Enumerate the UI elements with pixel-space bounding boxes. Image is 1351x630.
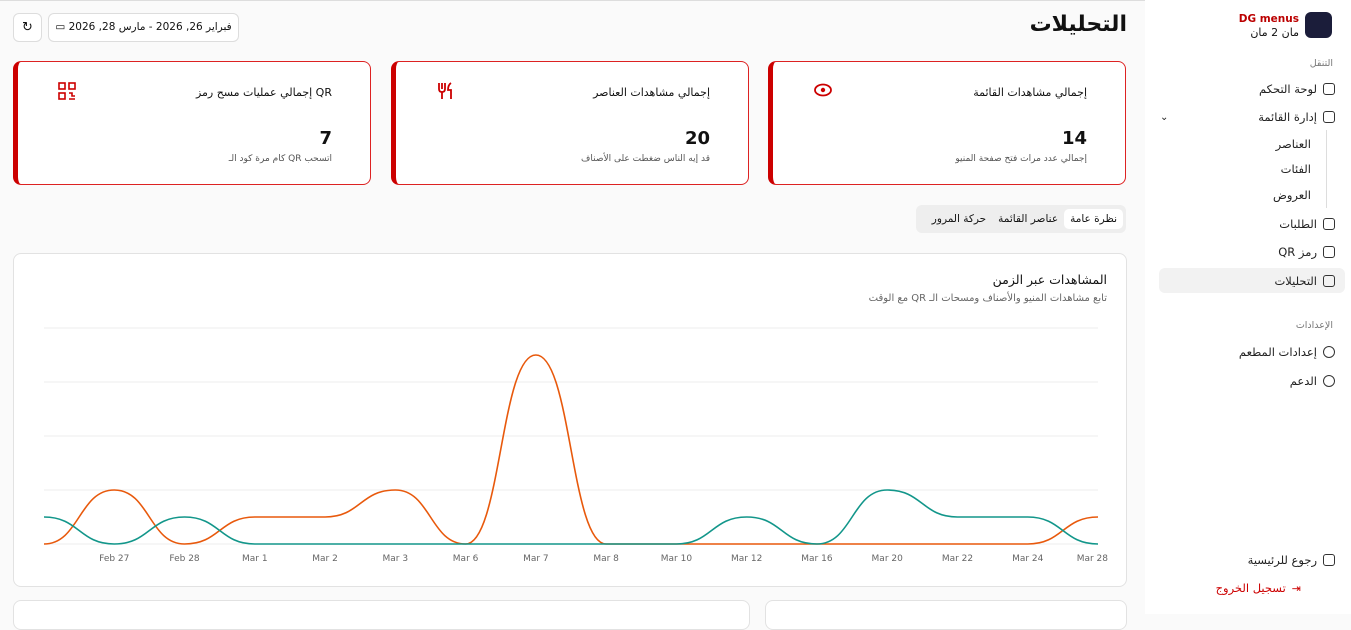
nav-label: التنقل: [1309, 58, 1333, 69]
nav-item[interactable]: إدارة القائمة ⌄: [1160, 110, 1335, 124]
x-tick-label: Mar 1: [242, 554, 268, 564]
card-title: إجمالي عمليات مسح رمز QR: [195, 86, 332, 99]
sub-nav-item[interactable]: العناصر: [1275, 137, 1311, 151]
brand-subtitle: مان 2 مان: [1250, 26, 1299, 39]
refresh-button[interactable]: ↻: [13, 13, 42, 42]
nav-item-active[interactable]: التحليلات: [1274, 274, 1335, 288]
nav-item[interactable]: إعدادات المطعم: [1239, 345, 1335, 359]
nav-item[interactable]: الطلبات: [1279, 217, 1335, 231]
logo: [1305, 12, 1332, 38]
brand: DG menus: [1238, 13, 1299, 25]
page-title: التحليلات: [1029, 12, 1127, 37]
x-tick-label: Mar 24: [1012, 554, 1044, 564]
x-tick-label: Mar 6: [453, 554, 479, 564]
series-line: [43, 489, 1099, 545]
chart: Feb 27 Feb 28 Mar 1 Mar 2 Mar 3 Mar 6 Mar 7 Mar…: [43, 327, 1109, 564]
x-tick-label: Mar 16: [801, 554, 833, 564]
back-link[interactable]: رجوع للرئيسية: [1248, 553, 1335, 567]
card-value: 20: [684, 128, 710, 149]
chart-card: المشاهدات عبر الزمن تابع مشاهدات المنيو …: [13, 253, 1127, 587]
card-title: إجمالي مشاهدات العناصر: [593, 86, 710, 99]
x-tick-label: Feb 27: [99, 554, 129, 564]
card-value: 14: [1061, 128, 1087, 149]
tab[interactable]: عناصر القائمة: [998, 213, 1059, 225]
x-tick-label: Feb 28: [169, 554, 200, 564]
active-bg: [1159, 268, 1345, 293]
tabs: نظرة عامة عناصر القائمة حركة المرور: [916, 205, 1126, 233]
sidebar: DG menus مان 2 مان التنقل لوحة التحكم إد…: [1145, 0, 1351, 614]
x-tick-label: Mar 28: [1077, 554, 1109, 564]
settings-label: الإعدادات: [1295, 320, 1333, 331]
x-tick-label: Mar 10: [661, 554, 693, 564]
tab[interactable]: حركة المرور: [931, 213, 987, 225]
sub-line: [1326, 130, 1327, 208]
series-line: [43, 354, 1099, 545]
bottom-card: [765, 600, 1127, 630]
qr-icon: [58, 82, 76, 100]
card-note: كام مرة كود الـ QR اتسحب: [228, 154, 332, 164]
date-picker[interactable]: فبراير 26, 2026 - مارس 28, 2026 ▭: [48, 13, 239, 42]
chart-subtitle: تابع مشاهدات المنيو والأصناف ومسحات الـ …: [868, 293, 1107, 304]
eye-icon: [814, 83, 832, 97]
x-tick-label: Mar 22: [942, 554, 973, 564]
nav-item[interactable]: الدعم: [1290, 374, 1335, 388]
sub-nav-item[interactable]: الفئات: [1280, 162, 1311, 176]
card-title: إجمالي مشاهدات القائمة: [973, 86, 1087, 99]
sub-nav-item[interactable]: العروض: [1272, 188, 1311, 202]
card-note: إجمالي عدد مرات فتح صفحة المنيو: [955, 154, 1087, 164]
nav-item[interactable]: رمز QR: [1278, 245, 1335, 259]
top-border: [0, 0, 1145, 1]
utensils-icon: [438, 82, 452, 99]
card-value: 7: [319, 128, 332, 149]
bottom-card: [13, 600, 750, 630]
logout-link[interactable]: ⇥ تسجيل الخروج: [1215, 581, 1301, 595]
stat-card: إجمالي مشاهدات العناصر 20 قد إيه الناس ضغط…: [391, 61, 749, 185]
x-tick-label: Mar 3: [383, 554, 409, 564]
chart-title: المشاهدات عبر الزمن: [992, 272, 1107, 287]
x-tick-label: Mar 7: [523, 554, 549, 564]
tab-active[interactable]: نظرة عامة: [1064, 209, 1123, 229]
card-note: قد إيه الناس ضغطت على الأصناف: [581, 154, 710, 164]
stat-card: إجمالي عمليات مسح رمز QR 7 كام مرة كود الـ…: [13, 61, 371, 185]
nav-item[interactable]: لوحة التحكم: [1259, 82, 1335, 96]
x-tick-label: Mar 20: [872, 554, 904, 564]
x-tick-label: Mar 12: [731, 554, 762, 564]
x-tick-label: Mar 2: [312, 554, 338, 564]
stat-card: إجمالي مشاهدات القائمة 14 إجمالي عدد مرات …: [768, 61, 1126, 185]
x-tick-label: Mar 8: [593, 554, 619, 564]
